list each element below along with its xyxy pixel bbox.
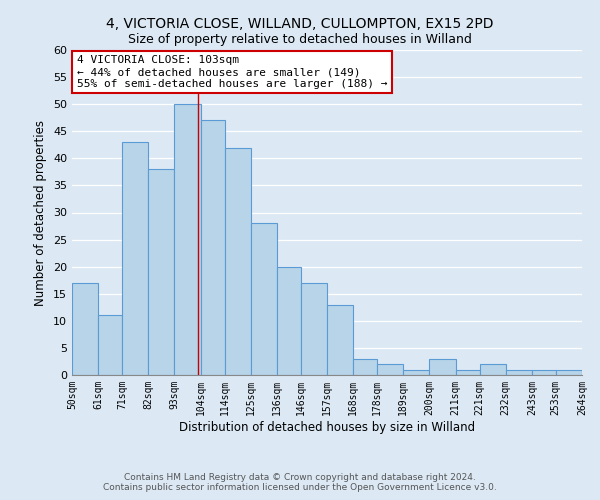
Bar xyxy=(353,359,377,375)
Bar xyxy=(377,364,403,375)
Bar xyxy=(430,359,455,375)
Y-axis label: Number of detached properties: Number of detached properties xyxy=(34,120,47,306)
Bar xyxy=(277,266,301,375)
Bar xyxy=(72,283,98,375)
Bar xyxy=(122,142,148,375)
X-axis label: Distribution of detached houses by size in Willand: Distribution of detached houses by size … xyxy=(179,420,475,434)
Bar xyxy=(327,304,353,375)
Bar xyxy=(251,224,277,375)
Bar xyxy=(98,316,122,375)
Bar xyxy=(148,169,175,375)
Bar xyxy=(506,370,532,375)
Bar xyxy=(532,370,556,375)
Bar xyxy=(479,364,506,375)
Bar xyxy=(403,370,430,375)
Bar xyxy=(224,148,251,375)
Text: 4 VICTORIA CLOSE: 103sqm
← 44% of detached houses are smaller (149)
55% of semi-: 4 VICTORIA CLOSE: 103sqm ← 44% of detach… xyxy=(77,56,387,88)
Text: Size of property relative to detached houses in Willand: Size of property relative to detached ho… xyxy=(128,32,472,46)
Text: Contains HM Land Registry data © Crown copyright and database right 2024.
Contai: Contains HM Land Registry data © Crown c… xyxy=(103,473,497,492)
Bar xyxy=(200,120,224,375)
Bar xyxy=(301,283,327,375)
Bar xyxy=(455,370,479,375)
Bar xyxy=(175,104,200,375)
Text: 4, VICTORIA CLOSE, WILLAND, CULLOMPTON, EX15 2PD: 4, VICTORIA CLOSE, WILLAND, CULLOMPTON, … xyxy=(106,18,494,32)
Bar xyxy=(556,370,582,375)
